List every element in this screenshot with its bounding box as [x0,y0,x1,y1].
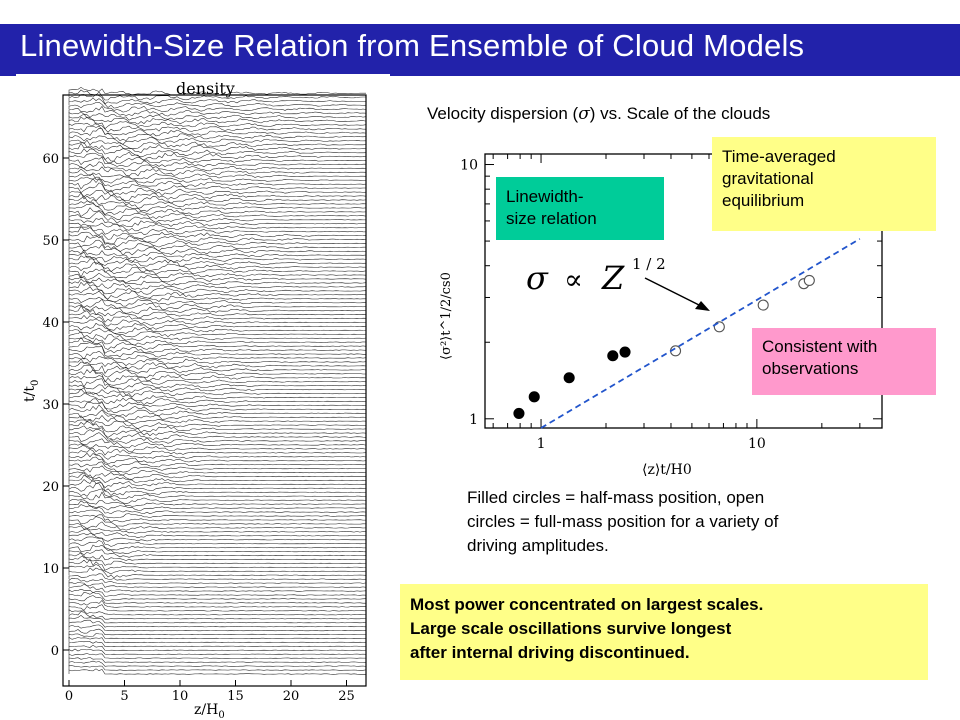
density-ytick-label: 0 [51,644,59,659]
equilibrium-line-2: gravitational [722,169,814,188]
fit-line [540,238,861,429]
linewidth-size-box: Linewidth- size relation [496,177,664,240]
linewidth-line-2: size relation [506,209,597,228]
scatter-ytick-label: 1 [469,412,478,428]
density-xtick-label: 5 [120,689,128,704]
scatter-xlabel: ⟨z⟩t/H0 [642,462,692,478]
half-mass-point [607,350,619,362]
half-mass-point [619,346,631,358]
half-mass-point [528,391,540,403]
note-line-2: Large scale oscillations survive longest [410,619,732,638]
density-ylabel: t/t0 [22,380,41,402]
formula-z: Z [601,259,625,297]
formula-sigma: σ [526,259,549,297]
observations-line-2: observations [762,359,859,378]
linewidth-size-scatter-plot: 1 10 1 10 ⟨z⟩t/H0 ⟨σ²⟩t^1/2/cs0 [439,153,883,478]
formula-prop: ∝ [564,263,583,296]
title-bar [0,24,960,76]
density-label: density [176,79,235,98]
scaling-formula: σ ∝ Z 1 / 2 [526,255,666,297]
observations-line-1: Consistent with [762,337,878,356]
density-xtick-label: 15 [227,689,244,704]
scatter-ytick-label: 10 [460,158,478,174]
density-ytick-label: 10 [42,562,59,577]
scatter-xtick-label: 10 [748,436,766,452]
density-xtick-label: 25 [338,689,355,704]
summary-note: Most power concentrated on largest scale… [400,584,928,680]
density-xtick-label: 20 [283,689,300,704]
half-mass-point [563,372,575,384]
full-mass-point [757,299,769,311]
pointer-arrow-head [695,301,710,311]
half-mass-point [513,407,525,419]
figure-caption: Filled circles = half-mass position, ope… [467,486,937,558]
density-ytick-label: 50 [42,234,59,249]
equilibrium-line-3: equilibrium [722,191,805,210]
note-line-1: Most power concentrated on largest scale… [410,595,764,614]
density-xlabel: z/H0 [194,702,225,720]
density-waterfall-plot: density 0 5 10 15 20 25 0 10 20 30 40 50 60 z/H0 t/… [16,74,390,720]
linewidth-line-1: Linewidth- [506,187,584,206]
density-ytick-label: 30 [42,398,59,413]
formula-exponent: 1 / 2 [632,255,666,273]
slide-title: Linewidth-Size Relation from Ensemble of… [20,28,805,63]
caption-line-3: driving amplitudes. [467,536,609,555]
equilibrium-line-1: Time-averaged [722,147,836,166]
full-mass-point [803,274,815,287]
scatter-xtick-label: 1 [537,436,546,452]
density-ytick-label: 60 [42,152,59,167]
scatter-ylabel: ⟨σ²⟩t^1/2/cs0 [439,272,454,360]
plot-subtitle: Velocity dispersion (σ) vs. Scale of the… [427,104,771,124]
equilibrium-box: Time-averaged gravitational equilibrium [712,137,936,231]
caption-line-1: Filled circles = half-mass position, ope… [467,488,765,507]
plot-frame [484,153,883,429]
density-ytick-label: 20 [42,480,59,495]
caption-line-2: circles = full-mass position for a varie… [467,512,779,531]
density-xtick-label: 10 [172,689,189,704]
pointer-arrow-line [644,277,706,309]
density-ytick-label: 40 [42,316,59,331]
note-line-3: after internal driving discontinued. [410,643,690,662]
density-xtick-label: 0 [65,689,73,704]
observations-box: Consistent with observations [752,328,936,395]
